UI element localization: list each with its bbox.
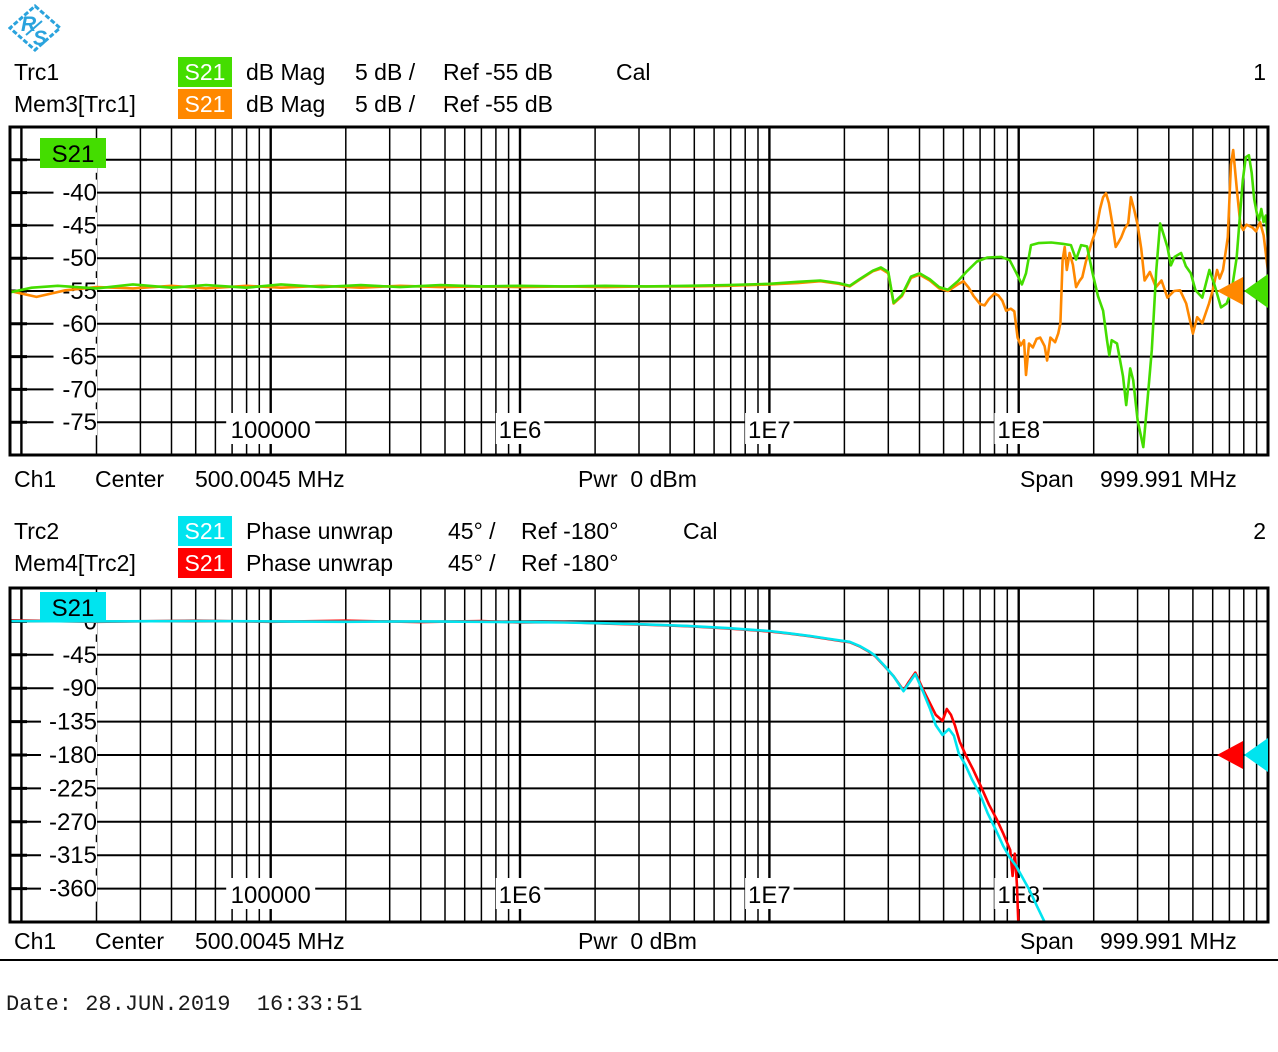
trace2-ref: Ref -180°	[521, 518, 619, 544]
footer1-span-value: 999.991 MHz	[1100, 466, 1237, 492]
mem4-label: Mem4[Trc2]	[14, 550, 136, 576]
y-tick-label: -75	[62, 409, 97, 436]
trace2-badge: S21	[178, 516, 232, 546]
footer2-channel: Ch1	[14, 928, 57, 954]
ref-level-marker	[1217, 277, 1243, 305]
footer2-center-label: Center	[95, 928, 165, 954]
x-tick-label: 1E6	[499, 417, 542, 444]
mem4-badge: S21	[178, 548, 232, 578]
x-tick-label: 1E6	[499, 882, 542, 909]
y-tick-label: -135	[49, 709, 97, 736]
mem4-scale: 45° /	[448, 550, 496, 576]
trace1-ref: Ref -55 dB	[443, 59, 553, 85]
y-tick-label: -55	[62, 278, 97, 305]
x-tick-label: 100000	[231, 882, 311, 909]
trace1-scale: 5 dB /	[355, 59, 416, 85]
mem4-ref: Ref -180°	[521, 550, 619, 576]
y-tick-label: -270	[49, 809, 97, 836]
footer1-channel: Ch1	[14, 466, 57, 492]
logo-letter-r: R	[21, 13, 37, 36]
logo-arrow	[25, 20, 43, 36]
channel-number-2: 2	[1253, 518, 1266, 544]
y-tick-label: -90	[62, 675, 97, 702]
footer2-span-label: Span	[1020, 928, 1074, 954]
trace2-cal: Cal	[683, 518, 718, 544]
mem3-scale: 5 dB /	[355, 91, 416, 117]
plot-trace-badge	[40, 592, 106, 622]
trace2-scale: 45° /	[448, 518, 496, 544]
mem3-meas: dB Mag	[246, 91, 326, 117]
mem3-ref: Ref -55 dB	[443, 91, 553, 117]
y-tick-label: -180	[49, 742, 97, 769]
plot-trace-badge-label: S21	[52, 595, 95, 622]
y-tick-label: -360	[49, 876, 97, 903]
trace2-label: Trc2	[14, 518, 60, 544]
footer2-power: Pwr 0 dBm	[578, 928, 697, 954]
footer2-center-value: 500.0045 MHz	[195, 928, 345, 954]
rohde-schwarz-logo: R S	[8, 4, 62, 52]
plot-trace-badge-label: S21	[52, 141, 95, 168]
y-tick-label: -60	[62, 311, 97, 338]
footer2-span-value: 999.991 MHz	[1100, 928, 1237, 954]
plot-trace-badge	[40, 138, 106, 168]
y-tick-label: -45	[62, 642, 97, 669]
x-tick-label: 1E7	[748, 417, 791, 444]
separator-line	[0, 959, 1278, 961]
ref-level-marker	[1217, 741, 1243, 769]
y-tick-label: -45	[62, 212, 97, 239]
y-tick-label: -65	[62, 344, 97, 371]
trace1-cal: Cal	[616, 59, 651, 85]
y-tick-label: -315	[49, 842, 97, 869]
logo-letter-s: S	[33, 27, 47, 50]
y-tick-label: -40	[62, 180, 97, 207]
ref-level-marker	[1244, 738, 1268, 772]
footer1-power: Pwr 0 dBm	[578, 466, 697, 492]
x-tick-label: 1E7	[748, 882, 791, 909]
date-line: Date: 28.JUN.2019 16:33:51	[6, 992, 363, 1017]
trace-Trc2	[10, 619, 1046, 922]
trace-Trc1	[10, 153, 1268, 449]
trace2-meas: Phase unwrap	[246, 518, 394, 544]
footer1-span-label: Span	[1020, 466, 1074, 492]
y-tick-label: -225	[49, 775, 97, 802]
ref-level-marker	[1244, 274, 1268, 308]
x-tick-label: 1E8	[997, 417, 1040, 444]
footer1-center-value: 500.0045 MHz	[195, 466, 345, 492]
trace1-label: Trc1	[14, 59, 60, 85]
mem3-badge: S21	[178, 89, 232, 119]
mem4-meas: Phase unwrap	[246, 550, 394, 576]
channel-number-1: 1	[1253, 59, 1266, 85]
x-tick-label: 100000	[231, 417, 311, 444]
y-tick-label: -50	[62, 245, 97, 272]
y-tick-label: -70	[62, 376, 97, 403]
trace1-badge: S21	[178, 57, 232, 87]
mem3-label: Mem3[Trc1]	[14, 91, 136, 117]
footer1-center-label: Center	[95, 466, 165, 492]
trace1-meas: dB Mag	[246, 59, 326, 85]
